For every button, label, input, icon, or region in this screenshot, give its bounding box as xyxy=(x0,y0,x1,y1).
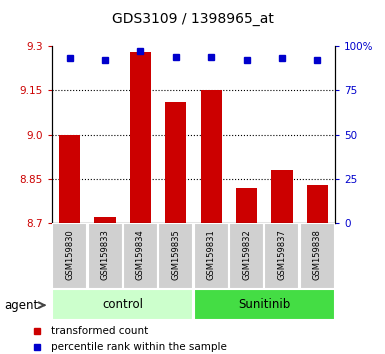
Text: GSM159837: GSM159837 xyxy=(277,229,286,280)
Bar xyxy=(59,135,80,223)
Text: transformed count: transformed count xyxy=(51,326,148,336)
Bar xyxy=(52,223,87,289)
Bar xyxy=(94,217,116,223)
Text: percentile rank within the sample: percentile rank within the sample xyxy=(51,342,227,352)
Bar xyxy=(52,289,193,320)
Text: GSM159830: GSM159830 xyxy=(65,229,74,280)
Text: GSM159832: GSM159832 xyxy=(242,229,251,280)
Text: GSM159834: GSM159834 xyxy=(136,229,145,280)
Bar xyxy=(165,102,186,223)
Bar xyxy=(300,223,335,289)
Bar xyxy=(194,289,335,320)
Text: GSM159835: GSM159835 xyxy=(171,229,180,280)
Bar xyxy=(264,223,300,289)
Bar xyxy=(201,90,222,223)
Bar xyxy=(271,170,293,223)
Text: GSM159831: GSM159831 xyxy=(207,229,216,280)
Bar xyxy=(229,223,264,289)
Text: GDS3109 / 1398965_at: GDS3109 / 1398965_at xyxy=(112,12,273,27)
Text: GSM159833: GSM159833 xyxy=(100,229,110,280)
Bar xyxy=(236,188,257,223)
Bar xyxy=(158,223,193,289)
Text: agent: agent xyxy=(4,299,38,312)
Bar xyxy=(123,223,158,289)
Bar xyxy=(306,185,328,223)
Text: Sunitinib: Sunitinib xyxy=(238,298,290,311)
Bar xyxy=(87,223,122,289)
Bar xyxy=(194,223,229,289)
Text: control: control xyxy=(102,298,143,311)
Bar xyxy=(130,52,151,223)
Text: GSM159838: GSM159838 xyxy=(313,229,322,280)
